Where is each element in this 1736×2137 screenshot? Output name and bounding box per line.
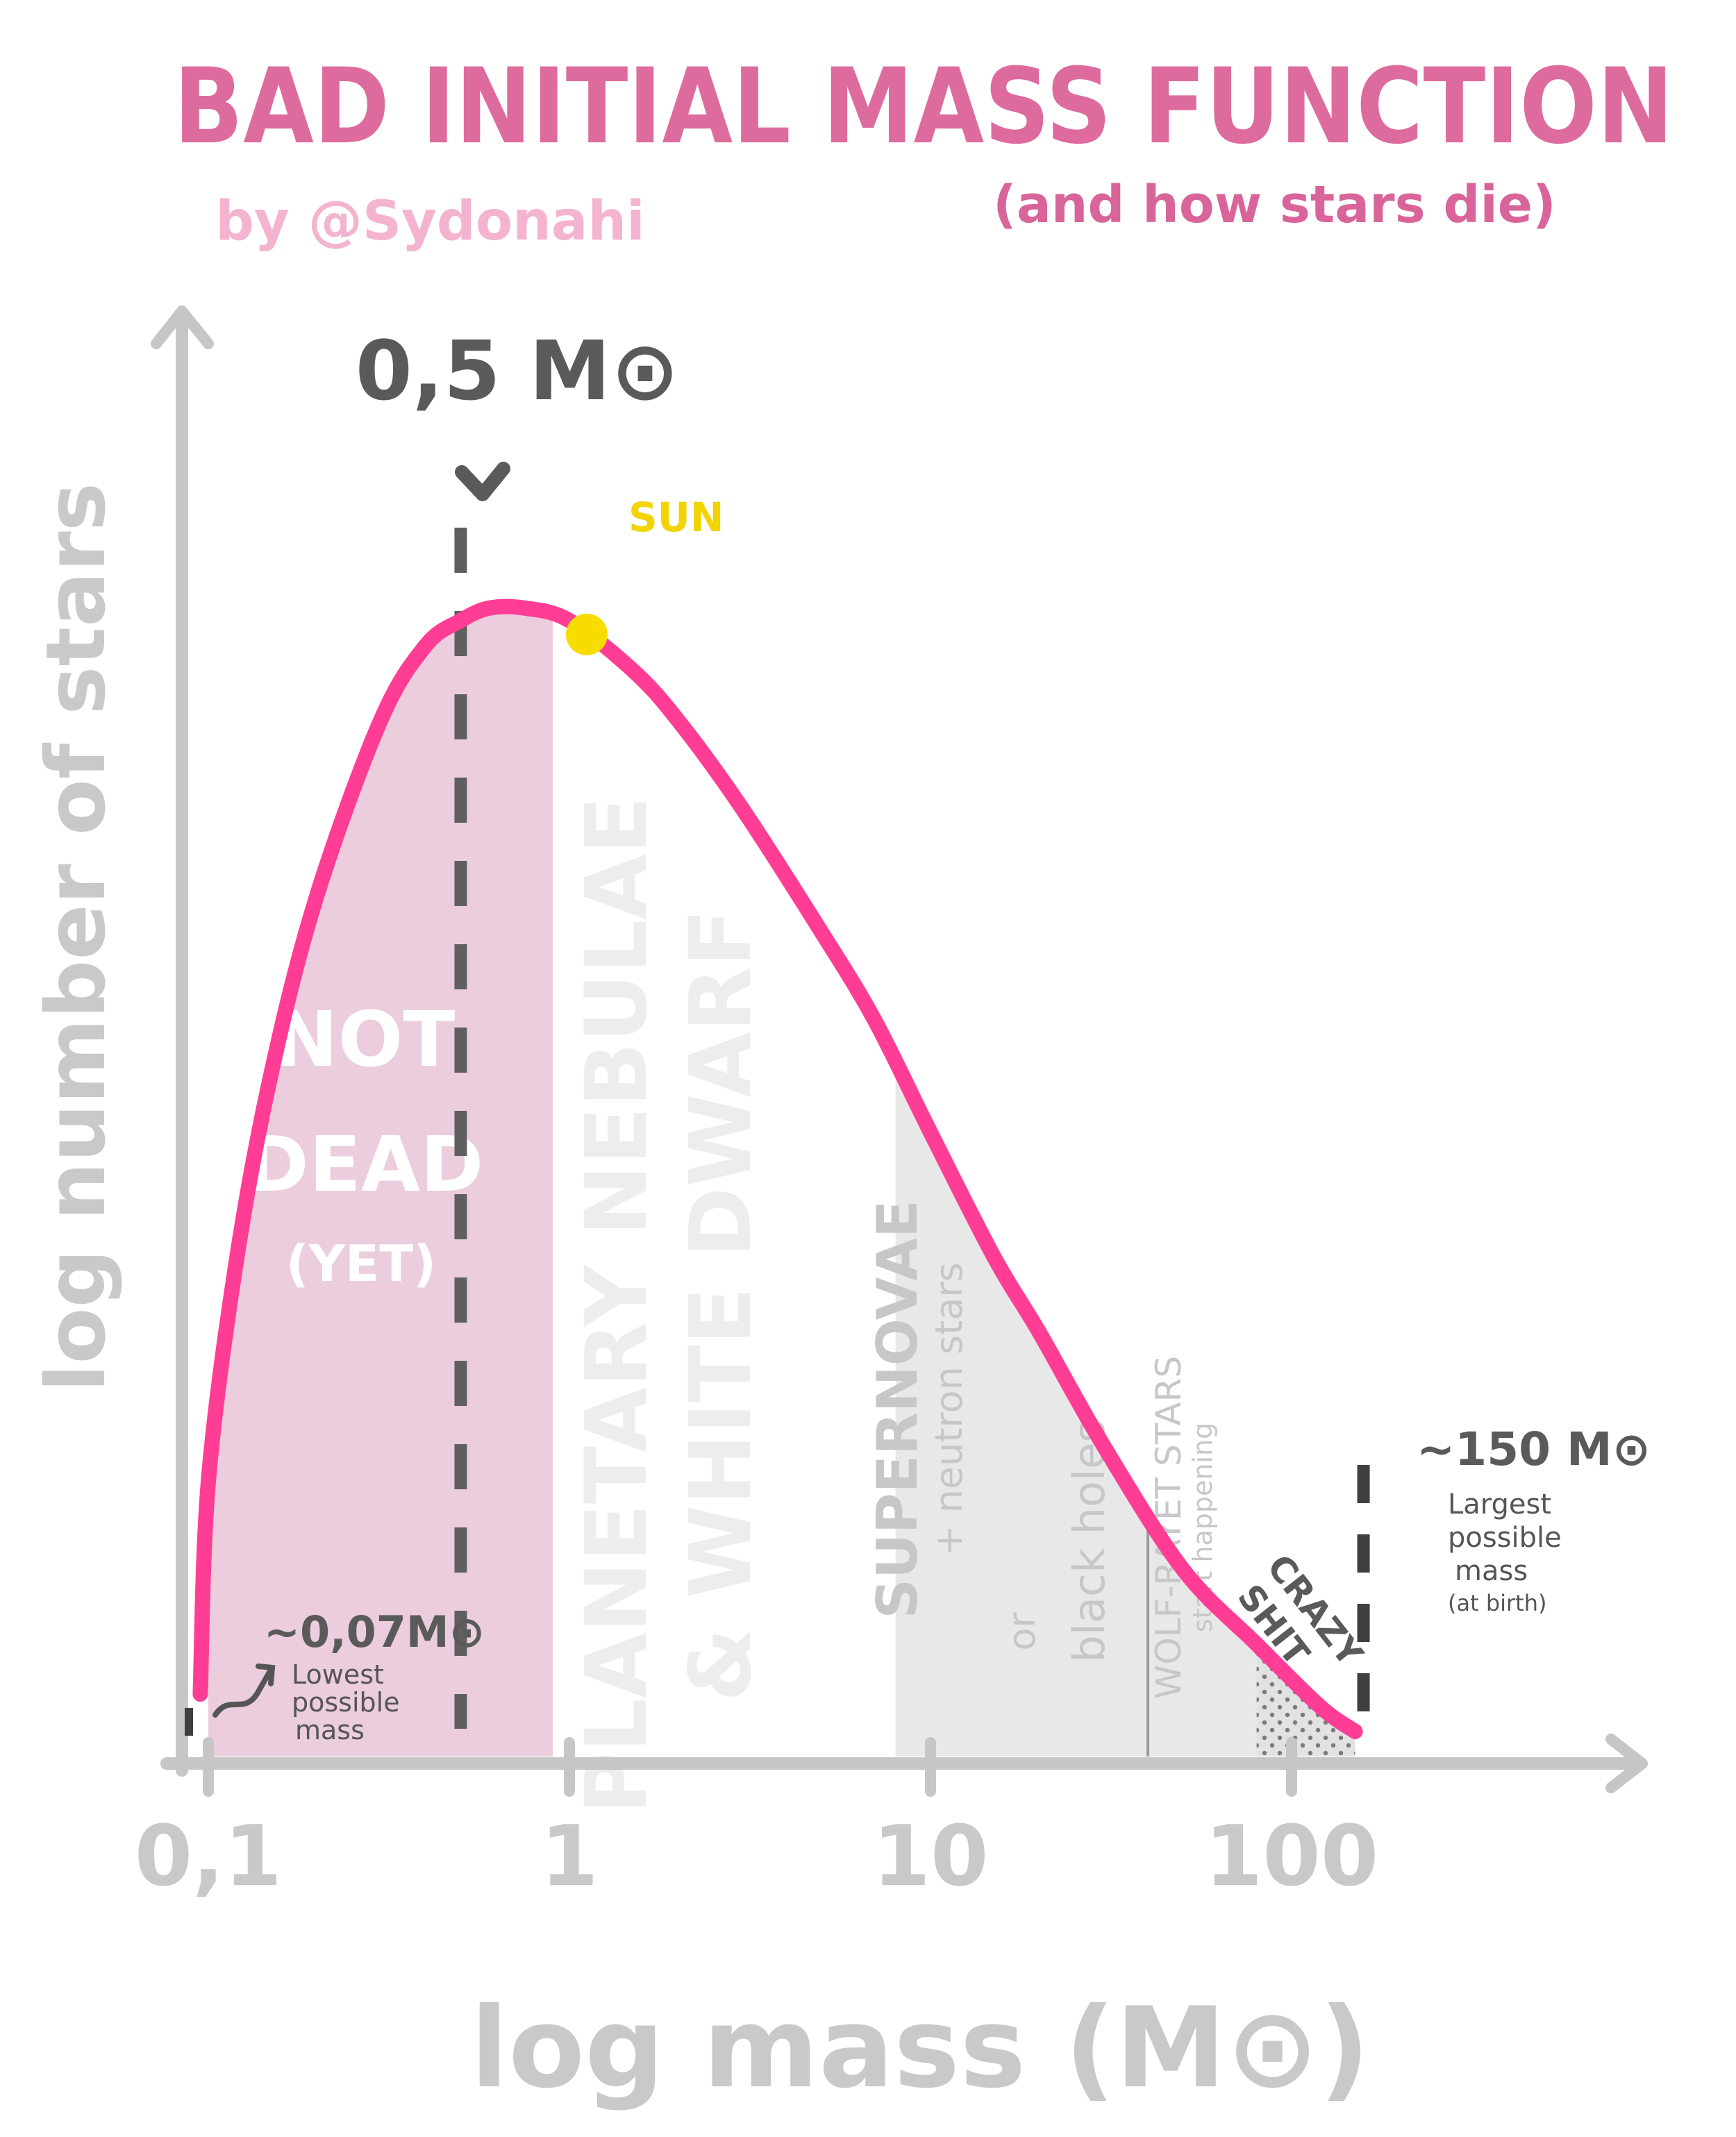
- x-axis-label: log mass (M⊙): [470, 1983, 1369, 2113]
- region-not-dead-fill: [208, 606, 553, 1757]
- x-tick-label: 10: [873, 1809, 989, 1905]
- planetary-line-2: & WHITE DWARF: [671, 909, 770, 1702]
- chart-subtitle: (and how stars die): [993, 175, 1556, 235]
- region-planetary-label: PLANETARY NEBULAE & WHITE DWARF: [567, 796, 770, 1814]
- low-mass-value: ~0,07M⊙: [264, 1607, 485, 1657]
- sun-marker: [566, 613, 608, 655]
- imf-curve: [192, 598, 1363, 1739]
- peak-check-mark: [455, 462, 510, 501]
- low-mass-line-3: mass: [295, 1715, 365, 1745]
- region-supernovae-label: SUPERNOVAE + neutron stars: [865, 1200, 971, 1618]
- chart-title: BAD INITIAL MASS FUNCTION: [174, 47, 1674, 167]
- high-mass-line-3: mass: [1455, 1555, 1528, 1587]
- high-mass-line-2: possible: [1448, 1522, 1562, 1554]
- x-tick-label: 0,1: [135, 1809, 283, 1905]
- sun-label: SUN: [628, 494, 724, 541]
- low-mass-annotation: ~0,07M⊙ Lowest possible mass: [212, 1607, 485, 1745]
- supernovae-line-2: + neutron stars: [927, 1262, 971, 1556]
- axes: [151, 305, 1648, 1793]
- not-dead-line-3: (YET): [286, 1234, 436, 1293]
- y-axis-label: log number of stars: [28, 483, 124, 1392]
- x-axis-arrow: [1605, 1734, 1648, 1793]
- planetary-line-1: PLANETARY NEBULAE: [567, 796, 666, 1814]
- not-dead-line-2: DEAD: [246, 1120, 484, 1209]
- not-dead-line-1: NOT: [274, 995, 456, 1084]
- y-axis-label-group: log number of stars: [28, 483, 124, 1392]
- x-ticks: 0,1 1 10 100: [135, 1737, 1379, 1905]
- low-mass-line-1: Lowest: [292, 1659, 384, 1690]
- high-mass-annotation: ~150 M⊙ Largest possible mass (at birth): [1417, 1423, 1651, 1616]
- low-mass-arrowhead: [256, 1663, 276, 1686]
- x-tick-label: 100: [1205, 1809, 1379, 1905]
- peak-label: 0,5 M⊙: [356, 323, 679, 419]
- low-mass-arrow: [212, 1667, 274, 1718]
- region-not-dead-label: NOT DEAD (YET): [246, 995, 484, 1293]
- supernovae-line-3: or: [1000, 1612, 1044, 1651]
- byline: by @Sydonahi: [215, 190, 645, 253]
- high-mass-line-1: Largest: [1448, 1489, 1551, 1520]
- high-mass-value: ~150 M⊙: [1417, 1423, 1651, 1476]
- low-mass-line-2: possible: [292, 1687, 400, 1718]
- y-axis-arrow: [151, 305, 214, 349]
- region-or-label: or: [1000, 1612, 1044, 1651]
- region-crazy-fill: [1256, 606, 1355, 1757]
- high-mass-line-4: (at birth): [1448, 1590, 1546, 1616]
- x-tick-label: 1: [540, 1809, 599, 1905]
- supernovae-line-1: SUPERNOVAE: [865, 1200, 930, 1618]
